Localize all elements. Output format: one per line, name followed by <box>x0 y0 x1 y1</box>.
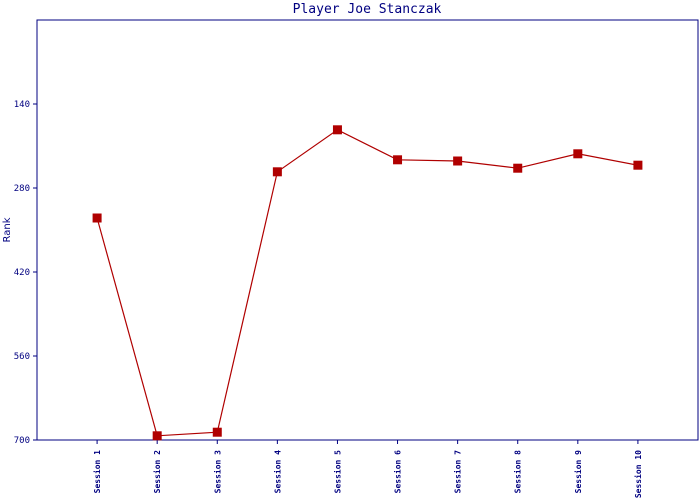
line <box>96 129 639 437</box>
marker <box>92 213 102 223</box>
marker <box>513 163 523 173</box>
x-tick-label: Session 2 <box>152 450 162 494</box>
marker <box>332 125 342 135</box>
marker <box>212 427 222 437</box>
marker <box>393 155 403 165</box>
marker <box>152 431 162 441</box>
plot-frame <box>36 19 699 441</box>
marker <box>272 167 282 177</box>
x-tick-label: Session 6 <box>393 450 403 494</box>
x-tick-label: Session 1 <box>92 450 102 494</box>
marker <box>573 149 583 159</box>
y-tick-label: 560 <box>14 352 30 362</box>
x-tick-label: Session 8 <box>513 450 523 494</box>
x-tick-label: Session 5 <box>332 450 342 494</box>
y-tick-label: 280 <box>14 184 30 194</box>
x-tick-label: Session 3 <box>212 450 222 494</box>
y-tick-label: 140 <box>14 100 30 110</box>
marker <box>453 156 463 166</box>
chart-title: Player Joe Stanczak <box>293 2 442 17</box>
marker <box>633 160 643 170</box>
x-tick-label: Session 4 <box>272 450 282 494</box>
x-tick-label: Session 7 <box>453 450 463 494</box>
x-tick-label: Session 9 <box>573 450 583 494</box>
y-tick-label: 420 <box>14 268 30 278</box>
y-axis-label: Rank <box>2 217 13 242</box>
x-tick-label: Session 10 <box>633 450 643 498</box>
y-tick-label: 700 <box>14 436 30 446</box>
